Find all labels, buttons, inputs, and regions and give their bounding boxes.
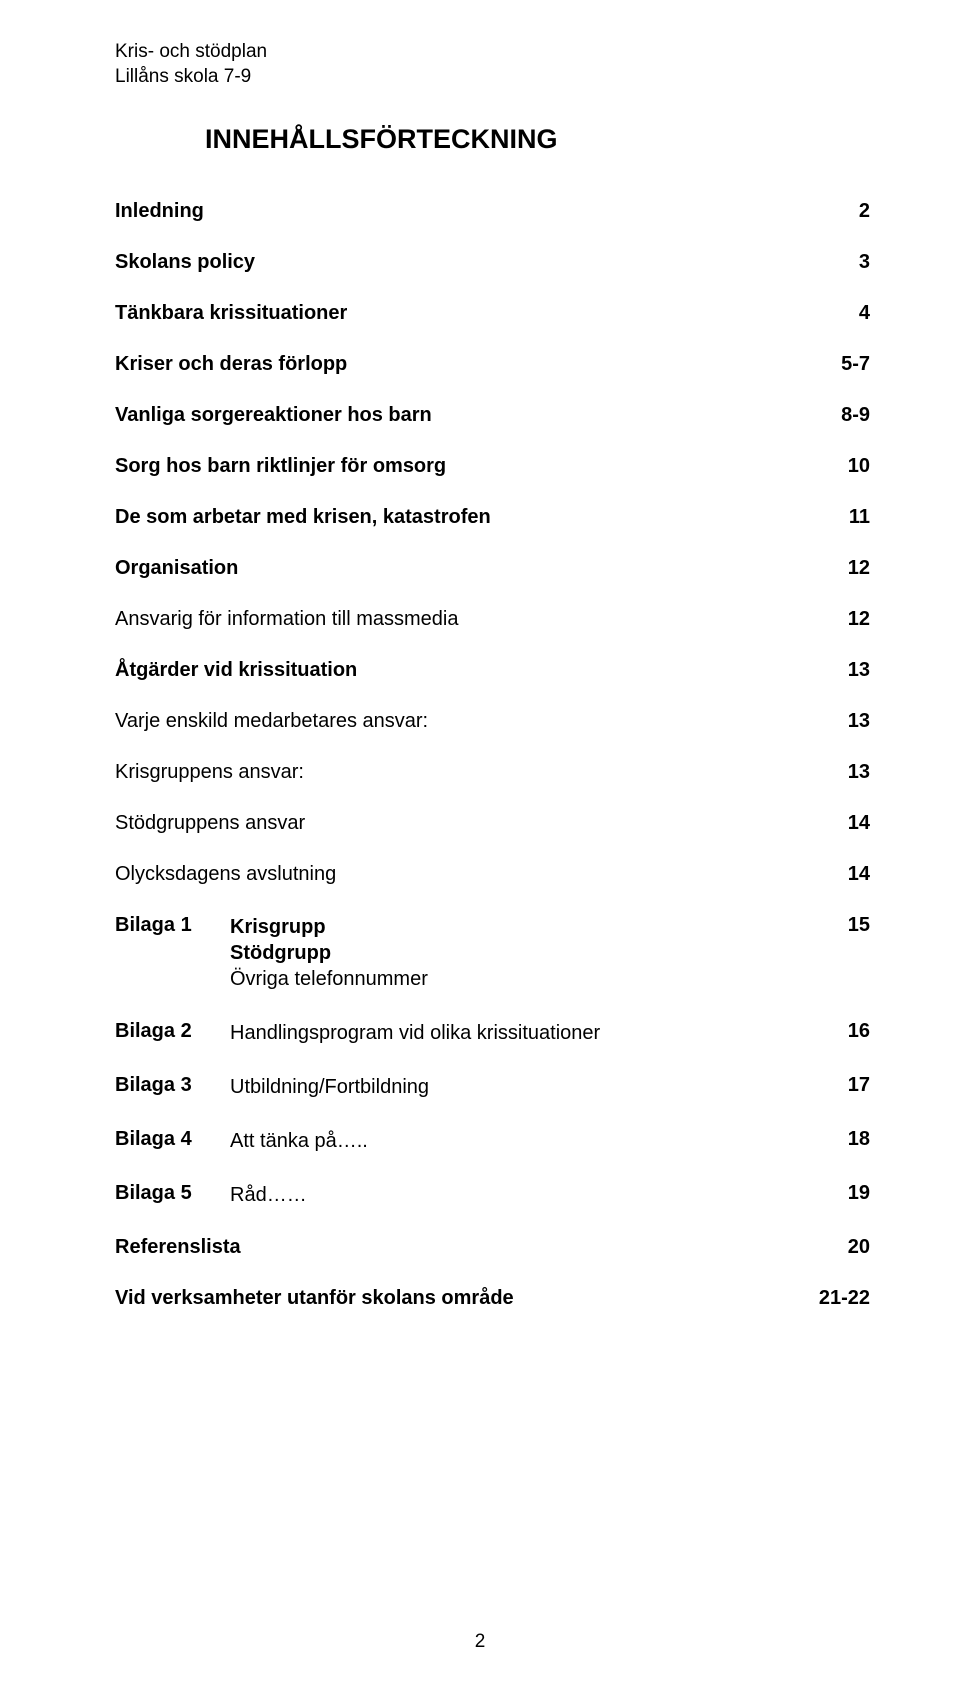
bilaga-text-line: Handlingsprogram vid olika krissituation… — [230, 1020, 600, 1046]
toc-page: 21-22 — [800, 1287, 870, 1310]
toc-page: 3 — [800, 251, 870, 274]
bilaga-text-line: Råd…… — [230, 1182, 307, 1208]
bilaga-text-line: Att tänka på….. — [230, 1128, 368, 1154]
toc-page: 13 — [800, 761, 870, 784]
toc-label: Referenslista — [115, 1236, 241, 1259]
toc-page: 12 — [800, 557, 870, 580]
bilaga-left: Bilaga 5 Råd…… — [115, 1182, 307, 1208]
toc-page: 2 — [800, 200, 870, 223]
toc-page: 4 — [800, 302, 870, 325]
toc-page: 12 — [800, 608, 870, 631]
toc-page: 13 — [800, 659, 870, 682]
toc-row: Vanliga sorgereaktioner hos barn 8-9 — [115, 404, 870, 427]
toc-label: Kriser och deras förlopp — [115, 353, 347, 376]
toc-page: 8-9 — [800, 404, 870, 427]
toc-row: Organisation 12 — [115, 557, 870, 580]
bilaga-number: Bilaga 1 — [115, 914, 230, 992]
bilaga-page: 16 — [800, 1020, 870, 1043]
toc-row: Åtgärder vid krissituation 13 — [115, 659, 870, 682]
bilaga-left: Bilaga 3 Utbildning/Fortbildning — [115, 1074, 429, 1100]
toc-row: Vid verksamheter utanför skolans område … — [115, 1287, 870, 1310]
toc-label: Krisgruppens ansvar: — [115, 761, 304, 784]
toc-label: Inledning — [115, 200, 204, 223]
bilaga-page: 17 — [800, 1074, 870, 1097]
toc-row: Kriser och deras förlopp 5-7 — [115, 353, 870, 376]
toc-row: Tänkbara krissituationer 4 — [115, 302, 870, 325]
page-number: 2 — [0, 1631, 960, 1653]
bilaga-text-line: Utbildning/Fortbildning — [230, 1074, 429, 1100]
bilaga-text-wrap: Krisgrupp Stödgrupp Övriga telefonnummer — [230, 914, 428, 992]
document-header: Kris- och stödplan Lillåns skola 7-9 — [115, 40, 870, 89]
toc-label: Åtgärder vid krissituation — [115, 659, 357, 682]
toc-page: 14 — [800, 812, 870, 835]
toc-page: 5-7 — [800, 353, 870, 376]
page-title: INNEHÅLLSFÖRTECKNING — [205, 124, 870, 155]
toc-page: 20 — [800, 1236, 870, 1259]
bilaga-text-wrap: Utbildning/Fortbildning — [230, 1074, 429, 1100]
toc-page: 10 — [800, 455, 870, 478]
bilaga-text-line: Stödgrupp — [230, 940, 428, 966]
header-line-1: Kris- och stödplan — [115, 40, 870, 65]
toc-label: De som arbetar med krisen, katastrofen — [115, 506, 491, 529]
bilaga-page: 15 — [800, 914, 870, 937]
bilaga-text-wrap: Handlingsprogram vid olika krissituation… — [230, 1020, 600, 1046]
toc-row: Sorg hos barn riktlinjer för omsorg 10 — [115, 455, 870, 478]
toc-row: Varje enskild medarbetares ansvar: 13 — [115, 710, 870, 733]
toc-label: Sorg hos barn riktlinjer för omsorg — [115, 455, 446, 478]
header-line-2: Lillåns skola 7-9 — [115, 65, 870, 90]
toc-label: Varje enskild medarbetares ansvar: — [115, 710, 428, 733]
toc-label: Stödgruppens ansvar — [115, 812, 305, 835]
bilaga-row: Bilaga 2 Handlingsprogram vid olika kris… — [115, 1020, 870, 1046]
bilaga-page: 19 — [800, 1182, 870, 1205]
table-of-contents: Inledning 2 Skolans policy 3 Tänkbara kr… — [115, 200, 870, 1310]
toc-label: Ansvarig för information till massmedia — [115, 608, 458, 631]
toc-row: Skolans policy 3 — [115, 251, 870, 274]
toc-label: Organisation — [115, 557, 238, 580]
toc-row: Inledning 2 — [115, 200, 870, 223]
bilaga-left: Bilaga 1 Krisgrupp Stödgrupp Övriga tele… — [115, 914, 428, 992]
bilaga-row: Bilaga 4 Att tänka på….. 18 — [115, 1128, 870, 1154]
bilaga-number: Bilaga 3 — [115, 1074, 230, 1100]
bilaga-text-line: Övriga telefonnummer — [230, 966, 428, 992]
toc-label: Vid verksamheter utanför skolans område — [115, 1287, 514, 1310]
toc-row: De som arbetar med krisen, katastrofen 1… — [115, 506, 870, 529]
toc-label: Vanliga sorgereaktioner hos barn — [115, 404, 432, 427]
bilaga-text-wrap: Råd…… — [230, 1182, 307, 1208]
bilaga-text-line: Krisgrupp — [230, 914, 428, 940]
toc-row: Ansvarig för information till massmedia … — [115, 608, 870, 631]
bilaga-page: 18 — [800, 1128, 870, 1151]
bilaga-row: Bilaga 1 Krisgrupp Stödgrupp Övriga tele… — [115, 914, 870, 992]
bilaga-text-wrap: Att tänka på….. — [230, 1128, 368, 1154]
bilaga-row: Bilaga 5 Råd…… 19 — [115, 1182, 870, 1208]
bilaga-left: Bilaga 4 Att tänka på….. — [115, 1128, 368, 1154]
toc-row: Krisgruppens ansvar: 13 — [115, 761, 870, 784]
toc-row: Stödgruppens ansvar 14 — [115, 812, 870, 835]
bilaga-number: Bilaga 4 — [115, 1128, 230, 1154]
bilaga-number: Bilaga 2 — [115, 1020, 230, 1046]
bilaga-left: Bilaga 2 Handlingsprogram vid olika kris… — [115, 1020, 600, 1046]
toc-row: Olycksdagens avslutning 14 — [115, 863, 870, 886]
toc-label: Skolans policy — [115, 251, 255, 274]
toc-page: 13 — [800, 710, 870, 733]
toc-label: Olycksdagens avslutning — [115, 863, 336, 886]
toc-page: 14 — [800, 863, 870, 886]
bilaga-row: Bilaga 3 Utbildning/Fortbildning 17 — [115, 1074, 870, 1100]
bilaga-number: Bilaga 5 — [115, 1182, 230, 1208]
toc-page: 11 — [800, 506, 870, 529]
toc-row: Referenslista 20 — [115, 1236, 870, 1259]
toc-label: Tänkbara krissituationer — [115, 302, 347, 325]
